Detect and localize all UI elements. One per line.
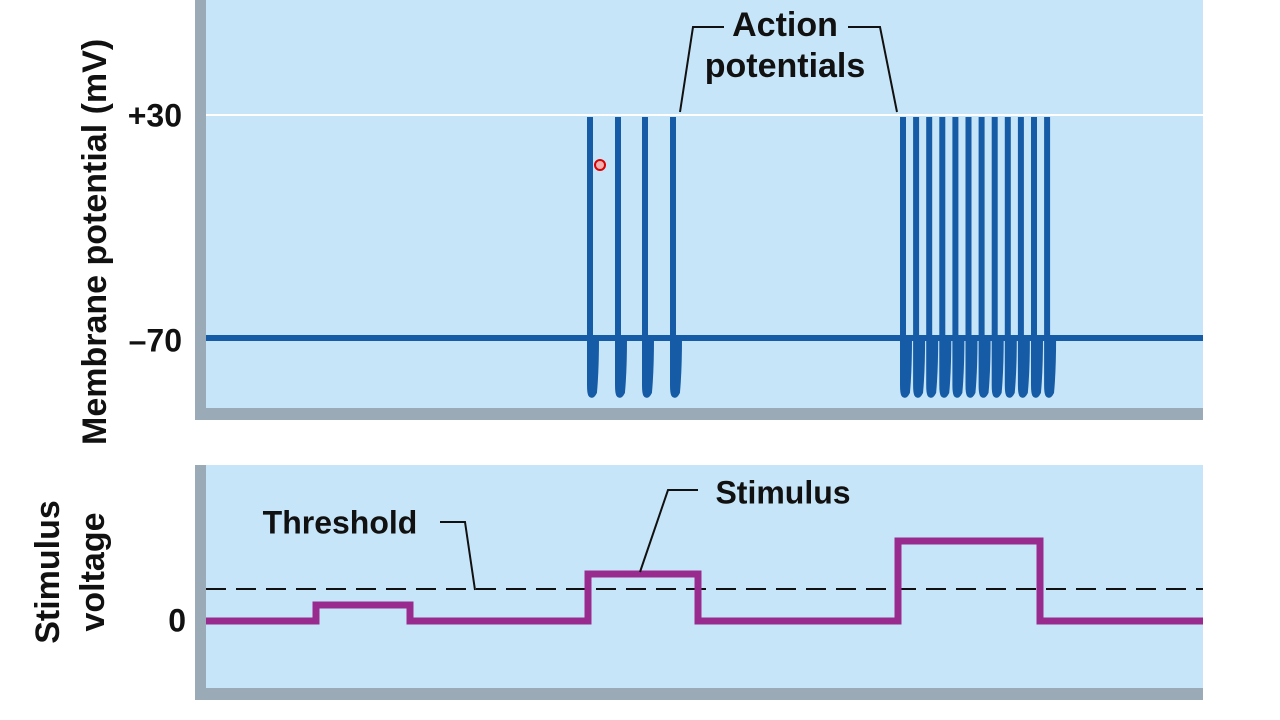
- spike: [1031, 117, 1043, 398]
- annotation: Action: [732, 6, 838, 44]
- spike: [900, 117, 912, 398]
- spike: [952, 117, 965, 398]
- tick-label: +30: [128, 97, 182, 133]
- spike: [939, 117, 952, 398]
- spike: [965, 117, 978, 398]
- spike: [1017, 117, 1030, 398]
- spike: [926, 117, 939, 398]
- spike: [1004, 117, 1017, 398]
- annotation: Stimulus: [715, 474, 850, 510]
- spike: [642, 117, 654, 398]
- annotation: Threshold: [263, 504, 418, 540]
- spike: [978, 117, 991, 398]
- axis-label: voltage: [74, 512, 112, 631]
- spike: [991, 117, 1004, 398]
- tick-label: –70: [129, 322, 182, 358]
- tick-label: 0: [168, 602, 186, 638]
- axis-label: Membrane potential (mV): [76, 39, 114, 445]
- spike: [587, 117, 599, 398]
- annotation: potentials: [705, 47, 866, 85]
- spike: [670, 117, 682, 398]
- spikes: [587, 117, 1057, 398]
- spike: [1044, 117, 1057, 398]
- spike: [913, 117, 926, 398]
- stimulus-trace: [206, 537, 1203, 625]
- axis-label: Stimulus: [29, 500, 67, 644]
- leader-lines: [440, 26, 898, 591]
- spike: [615, 117, 627, 398]
- cursor: [594, 159, 606, 171]
- panel-bottom: [206, 465, 1203, 688]
